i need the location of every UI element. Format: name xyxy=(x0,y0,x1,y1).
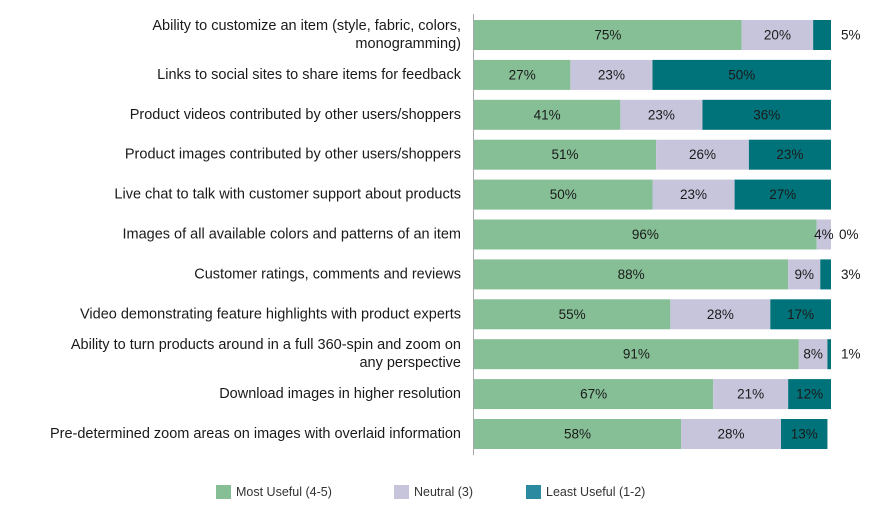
data-label: 27% xyxy=(509,67,536,82)
bar-segment xyxy=(652,179,735,210)
bar-segment xyxy=(781,419,828,449)
category-label: Video demonstrating feature highlights w… xyxy=(80,306,461,322)
data-label: 1% xyxy=(841,347,861,362)
category-label: Links to social sites to share items for… xyxy=(157,67,462,83)
bar-segment xyxy=(670,299,771,330)
bar-segment xyxy=(820,259,831,290)
category-labels: Ability to customize an item (style, fab… xyxy=(50,18,462,442)
bar-segment xyxy=(788,259,821,290)
bar-segment xyxy=(474,59,571,90)
data-label: 36% xyxy=(753,107,780,122)
category-label: Product videos contributed by other user… xyxy=(130,107,461,123)
bar-segment xyxy=(798,339,828,370)
bar-segment xyxy=(748,139,831,170)
category-label: Download images in higher resolution xyxy=(219,386,461,402)
data-label: 0% xyxy=(839,227,859,242)
bar-segment xyxy=(474,219,817,250)
bar-segment xyxy=(813,20,831,50)
bar-segment xyxy=(474,259,789,290)
category-label: Live chat to talk with customer support … xyxy=(114,187,461,203)
data-label: 3% xyxy=(841,267,861,282)
bar-segment xyxy=(474,419,682,449)
legend-swatch xyxy=(216,485,231,499)
data-label: 23% xyxy=(776,147,803,162)
bar-segment xyxy=(474,20,742,50)
bar-segment xyxy=(713,379,789,410)
data-label: 12% xyxy=(796,387,823,402)
data-label: 21% xyxy=(737,387,764,402)
category-label: Ability to customize an item (style, fab… xyxy=(152,18,461,34)
category-label: Customer ratings, comments and reviews xyxy=(194,266,461,282)
data-label: 67% xyxy=(580,387,607,402)
data-label: 13% xyxy=(791,427,818,442)
bar-segment xyxy=(816,219,831,250)
category-label: Ability to turn products around in a ful… xyxy=(71,337,461,353)
bar-segment xyxy=(620,99,703,130)
bar-segment xyxy=(570,59,653,90)
legend-swatch xyxy=(394,485,409,499)
data-label: 23% xyxy=(648,107,675,122)
bar-segment xyxy=(474,379,714,410)
bar-segment xyxy=(652,59,831,90)
data-label: 4% xyxy=(814,227,834,242)
data-label: 9% xyxy=(794,267,814,282)
data-label: 27% xyxy=(769,187,796,202)
data-label: 17% xyxy=(787,307,814,322)
data-label: 55% xyxy=(559,307,586,322)
data-label: 20% xyxy=(764,28,791,43)
category-label: Pre-determined zoom areas on images with… xyxy=(50,426,461,442)
data-label: 28% xyxy=(718,427,745,442)
bar-segment xyxy=(827,339,831,370)
data-label: 75% xyxy=(594,28,621,43)
data-label: 51% xyxy=(552,147,579,162)
data-label: 26% xyxy=(689,147,716,162)
data-label: 41% xyxy=(534,107,561,122)
data-label: 23% xyxy=(598,67,625,82)
legend-label: Neutral (3) xyxy=(414,485,473,499)
data-label: 50% xyxy=(550,187,577,202)
bar-segment xyxy=(474,299,671,330)
bar-segment xyxy=(656,139,749,170)
data-label: 96% xyxy=(632,227,659,242)
bar-segments: 75% 20% 5% 27% 23% 50% 41% 23% 36% 51% 26% 23% 50% 23… xyxy=(474,20,861,449)
bar-segment xyxy=(770,299,831,330)
category-label: Images of all available colors and patte… xyxy=(122,227,461,243)
bar-segment xyxy=(702,99,831,130)
data-label: 5% xyxy=(841,28,861,43)
category-label: monogramming) xyxy=(355,36,461,52)
bar-segment xyxy=(741,20,814,50)
legend-label: Least Useful (1-2) xyxy=(546,485,645,499)
bar-segment xyxy=(474,179,653,210)
legend-swatch xyxy=(526,485,541,499)
bar-segment xyxy=(681,419,782,449)
bar-segment xyxy=(474,339,799,370)
category-label: any perspective xyxy=(359,355,461,371)
data-label: 91% xyxy=(623,347,650,362)
bar-segment xyxy=(788,379,831,410)
category-label: Product images contributed by other user… xyxy=(125,147,461,163)
bar-segment xyxy=(474,139,657,170)
data-label: 58% xyxy=(564,427,591,442)
data-label: 8% xyxy=(803,347,823,362)
data-label: 23% xyxy=(680,187,707,202)
data-label: 50% xyxy=(728,67,755,82)
data-label: 28% xyxy=(707,307,734,322)
bar-segment xyxy=(734,179,831,210)
data-label: 88% xyxy=(618,267,645,282)
bar-segment xyxy=(474,99,621,130)
legend-label: Most Useful (4-5) xyxy=(236,485,332,499)
legend: Most Useful (4-5) Neutral (3) Least Useful… xyxy=(216,485,645,499)
